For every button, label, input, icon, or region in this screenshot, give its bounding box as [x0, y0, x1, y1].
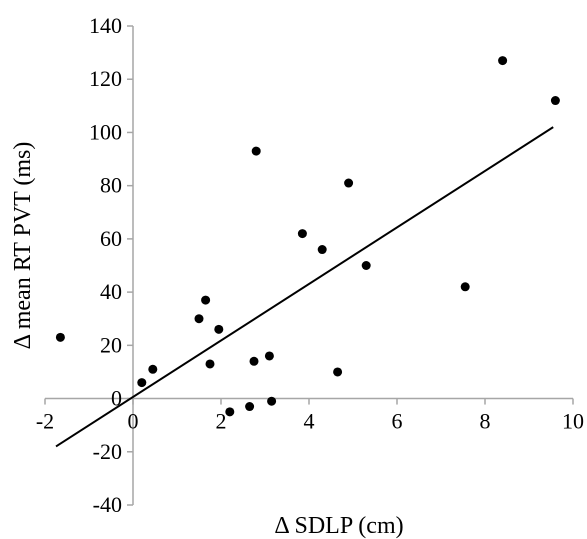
y-axis-title: Δ mean RT PVT (ms) [10, 142, 36, 350]
x-tick-label: 4 [304, 409, 315, 434]
y-tick-label: 0 [111, 386, 122, 411]
data-points [55, 56, 560, 417]
y-tick-label: 80 [100, 173, 122, 198]
data-point [361, 261, 371, 270]
data-point [264, 351, 274, 361]
data-point [148, 364, 158, 374]
x-tick-label: 6 [392, 409, 403, 434]
data-point [498, 56, 508, 66]
data-point [205, 359, 215, 369]
x-tick-label: 0 [128, 409, 139, 434]
y-tick-label: -40 [93, 492, 122, 517]
data-point [251, 146, 261, 156]
x-tick-label: -2 [36, 409, 54, 434]
y-tick-label: 60 [100, 226, 122, 251]
y-tick-label: 40 [100, 279, 122, 304]
data-point [297, 229, 307, 239]
data-point [550, 96, 560, 106]
data-point [333, 367, 343, 377]
x-axis-title: Δ SDLP (cm) [274, 513, 403, 539]
x-tick-label: 2 [216, 409, 227, 434]
data-point [55, 332, 65, 342]
data-point [194, 314, 204, 324]
y-tick-label: -20 [93, 439, 122, 464]
y-tick-label: 100 [89, 119, 122, 144]
data-point [137, 378, 147, 388]
x-tick-label: 10 [562, 409, 584, 434]
y-tick-label: 120 [89, 66, 122, 91]
data-point [225, 407, 235, 417]
data-point [214, 324, 224, 334]
y-tick-label: 20 [100, 332, 122, 357]
x-tick-label: 8 [480, 409, 491, 434]
data-point [267, 396, 277, 406]
data-point [344, 178, 354, 188]
data-point [201, 295, 211, 305]
trend-line [55, 126, 554, 448]
data-point [460, 282, 470, 292]
data-point [317, 245, 327, 255]
y-ticks: -40 -20 0 20 40 60 80 100 120 140 [89, 13, 133, 517]
data-point [245, 402, 255, 412]
x-ticks: -2 0 2 4 6 8 10 [36, 398, 584, 434]
data-point [249, 356, 259, 366]
y-tick-label: 140 [89, 13, 122, 38]
